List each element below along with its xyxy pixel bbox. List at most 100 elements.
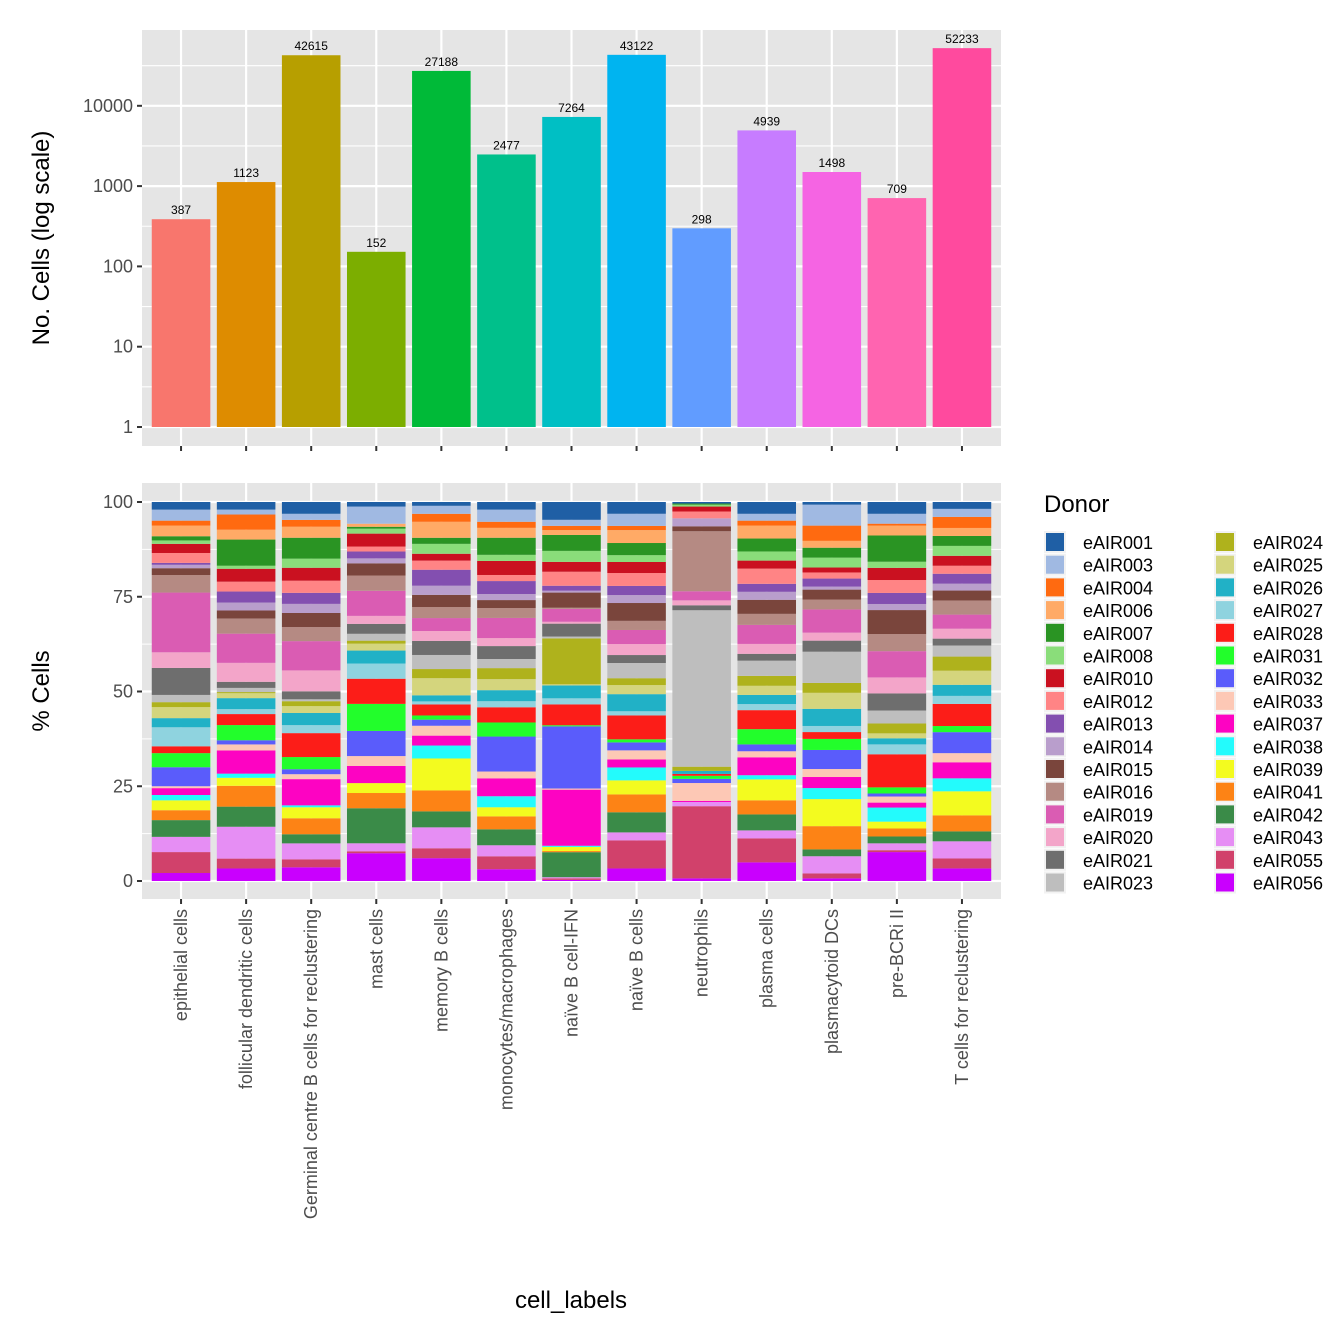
- bar-segment-eair042: [932, 831, 992, 842]
- bar-segment-eair039: [932, 791, 992, 816]
- bar-segment-eair027: [151, 727, 211, 747]
- bar-segment-eair001: [281, 502, 341, 514]
- legend-label: eAIR038: [1253, 737, 1323, 757]
- bar-segment-eair028: [281, 733, 341, 758]
- bar-segment-eair056: [802, 878, 862, 881]
- legend: Donor eAIR001eAIR003eAIR004eAIR006eAIR00…: [1044, 491, 1323, 894]
- stacked-bar: [281, 502, 341, 881]
- bar-segment-eair015: [737, 599, 797, 614]
- stacked-bar: [542, 502, 601, 881]
- legend-item: eAIR012: [1044, 689, 1153, 712]
- bar-segment-eair010: [151, 543, 211, 553]
- count-bar: [867, 198, 927, 427]
- bar-segment-eair031: [412, 715, 471, 720]
- bar-segment-eair027: [216, 709, 276, 715]
- bottom-y-tick-label: 0: [123, 871, 133, 891]
- bar-segment-eair027: [737, 704, 797, 711]
- bar-segment-eair041: [346, 793, 406, 809]
- stacked-bar: [737, 502, 797, 881]
- legend-item: eAIR006: [1044, 599, 1153, 622]
- bar-segment-eair006: [867, 525, 927, 536]
- bar-segment-eair001: [867, 502, 927, 514]
- bar-segment-eair042: [412, 811, 471, 828]
- bar-segment-eair032: [477, 736, 536, 772]
- bar-segment-eair013: [737, 583, 797, 592]
- bar-segment-eair041: [542, 851, 601, 853]
- bar-segment-eair041: [867, 828, 927, 837]
- bar-segment-eair056: [867, 852, 927, 881]
- top-y-axis-title: No. Cells (log scale): [28, 131, 55, 346]
- bar-segment-eair042: [151, 820, 211, 837]
- bar-segment-eair033: [216, 744, 276, 751]
- top-bars: [151, 48, 992, 428]
- bar-segment-eair012: [672, 511, 731, 519]
- bar-segment-eair028: [802, 732, 862, 739]
- bottom-y-axis-title: % Cells: [28, 650, 55, 731]
- legend-item: eAIR027: [1214, 599, 1323, 622]
- bar-segment-eair043: [867, 843, 927, 851]
- bar-segment-eair013: [151, 562, 211, 565]
- bar-segment-eair008: [867, 561, 927, 568]
- bar-segment-eair012: [151, 552, 211, 563]
- bar-segment-eair026: [216, 698, 276, 710]
- legend-swatch: [1216, 646, 1234, 665]
- legend-swatch: [1046, 737, 1064, 756]
- x-tick-label: mast cells: [366, 909, 386, 989]
- bar-segment-eair004: [607, 525, 666, 531]
- bar-segment-eair010: [412, 553, 471, 561]
- legend-item: eAIR013: [1044, 712, 1153, 735]
- bar-segment-eair019: [281, 641, 341, 671]
- bar-segment-eair032: [607, 742, 666, 751]
- bar-segment-eair033: [542, 788, 601, 790]
- bar-segment-eair015: [672, 526, 731, 532]
- legend-label: eAIR055: [1253, 851, 1323, 871]
- legend-swatch: [1046, 578, 1064, 597]
- bar-segment-eair042: [477, 829, 536, 846]
- bar-segment-eair014: [216, 602, 276, 611]
- bar-segment-eair028: [216, 714, 276, 726]
- bar-segment-eair015: [216, 610, 276, 619]
- bar-segment-eair019: [672, 591, 731, 601]
- legend-swatch: [1216, 873, 1234, 892]
- bar-segment-eair004: [151, 520, 211, 526]
- bar-segment-eair010: [542, 561, 601, 572]
- bar-segment-eair025: [932, 670, 992, 685]
- count-bar: [802, 172, 862, 427]
- bar-segment-eair001: [932, 502, 992, 509]
- legend-swatch: [1046, 828, 1064, 847]
- legend-swatch: [1046, 873, 1064, 892]
- bar-segment-eair010: [346, 533, 406, 547]
- count-bar: [932, 48, 992, 427]
- bar-segment-eair020: [216, 662, 276, 682]
- bottom-y-axis: 0 25 50 75 100: [103, 492, 142, 891]
- bar-segment-eair023: [932, 645, 992, 657]
- x-tick-label: naïve B cell-IFN: [562, 909, 582, 1037]
- bar-segment-eair027: [346, 663, 406, 679]
- bar-segment-eair033: [802, 769, 862, 778]
- bar-segment-eair039: [281, 807, 341, 819]
- bar-segment-eair026: [542, 685, 601, 699]
- bar-segment-eair028: [607, 715, 666, 740]
- legend-swatch: [1046, 782, 1064, 801]
- count-data-label: 7264: [558, 101, 585, 115]
- bar-segment-eair008: [932, 545, 992, 556]
- bar-segment-eair016: [932, 600, 992, 615]
- bottom-y-tick-label: 25: [113, 776, 133, 796]
- bar-segment-eair025: [802, 692, 862, 709]
- bottom-y-tick-label: 75: [113, 587, 133, 607]
- bar-segment-eair006: [477, 527, 536, 538]
- bar-segment-eair031: [281, 757, 341, 770]
- bar-segment-eair037: [477, 778, 536, 797]
- legend-item: eAIR001: [1044, 531, 1153, 553]
- bar-segment-eair037: [672, 800, 731, 803]
- bar-segment-eair012: [412, 560, 471, 570]
- bar-segment-eair038: [607, 767, 666, 781]
- bar-segment-eair021: [151, 667, 211, 695]
- bar-segment-eair026: [412, 695, 471, 702]
- bar-segment-eair007: [281, 537, 341, 559]
- bar-segment-eair032: [672, 778, 731, 784]
- bar-segment-eair019: [477, 617, 536, 639]
- bar-segment-eair042: [607, 812, 666, 833]
- top-y-tick-label: 100: [103, 256, 133, 276]
- bar-segment-eair038: [867, 807, 927, 822]
